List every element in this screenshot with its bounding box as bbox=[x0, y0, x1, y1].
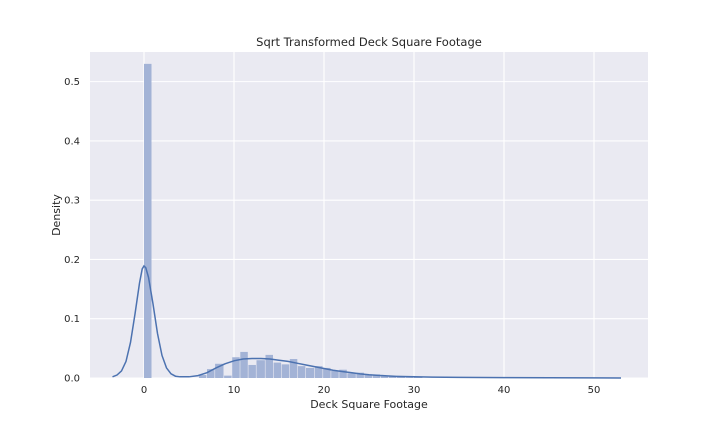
grid-lines bbox=[90, 52, 648, 379]
histogram-bar bbox=[273, 362, 282, 378]
histogram-bar bbox=[396, 376, 406, 378]
histogram-bar bbox=[331, 370, 339, 378]
histogram-bar bbox=[232, 357, 240, 378]
histogram-bar bbox=[388, 376, 397, 378]
chart-title: Sqrt Transformed Deck Square Footage bbox=[256, 35, 482, 49]
y-axis-label: Density bbox=[50, 194, 63, 236]
histogram-bar bbox=[380, 375, 389, 378]
histogram-bar bbox=[356, 372, 364, 378]
histogram-bar bbox=[289, 359, 298, 378]
plot-area bbox=[90, 52, 648, 378]
y-tick-label: 0.1 bbox=[64, 314, 80, 325]
histogram-bar bbox=[323, 367, 331, 378]
histogram-bar bbox=[306, 367, 315, 378]
histogram-bar bbox=[297, 366, 306, 378]
histogram-bar bbox=[198, 375, 207, 378]
y-tick-label: 0.2 bbox=[64, 255, 80, 266]
kde-line bbox=[112, 264, 622, 379]
histogram-bar bbox=[347, 373, 356, 378]
histogram-bar bbox=[215, 363, 224, 378]
histogram-bar bbox=[240, 351, 248, 378]
x-tick-label: 0 bbox=[141, 385, 147, 396]
y-axis-ticks: 0.0 0.1 0.2 0.3 0.4 0.5 bbox=[64, 77, 80, 384]
x-tick-label: 30 bbox=[408, 385, 421, 396]
histogram-bar bbox=[248, 364, 256, 378]
histogram-bar bbox=[144, 63, 152, 378]
histogram-bar bbox=[207, 369, 215, 378]
histogram-bars bbox=[144, 63, 423, 378]
y-tick-label: 0.5 bbox=[64, 77, 80, 88]
histogram-bar bbox=[256, 360, 265, 378]
histogram-bar bbox=[315, 366, 323, 378]
histogram-bar bbox=[364, 374, 372, 378]
x-tick-label: 50 bbox=[588, 385, 601, 396]
histogram-bar bbox=[372, 374, 381, 378]
y-tick-label: 0.0 bbox=[64, 374, 80, 385]
histogram-bar bbox=[405, 377, 414, 378]
x-tick-label: 10 bbox=[228, 385, 241, 396]
x-tick-label: 20 bbox=[318, 385, 331, 396]
histogram-bar bbox=[224, 375, 232, 378]
x-tick-label: 40 bbox=[498, 385, 511, 396]
y-tick-label: 0.4 bbox=[64, 136, 80, 147]
y-tick-label: 0.3 bbox=[64, 196, 80, 207]
histogram-bar bbox=[265, 354, 273, 378]
x-axis-ticks: 0 10 20 30 40 50 bbox=[141, 385, 601, 396]
histogram-bar bbox=[414, 377, 423, 378]
histogram-bar bbox=[339, 369, 347, 378]
kde-curve bbox=[112, 264, 622, 379]
histogram-bar bbox=[281, 364, 290, 378]
x-axis-label: Deck Square Footage bbox=[310, 398, 428, 411]
